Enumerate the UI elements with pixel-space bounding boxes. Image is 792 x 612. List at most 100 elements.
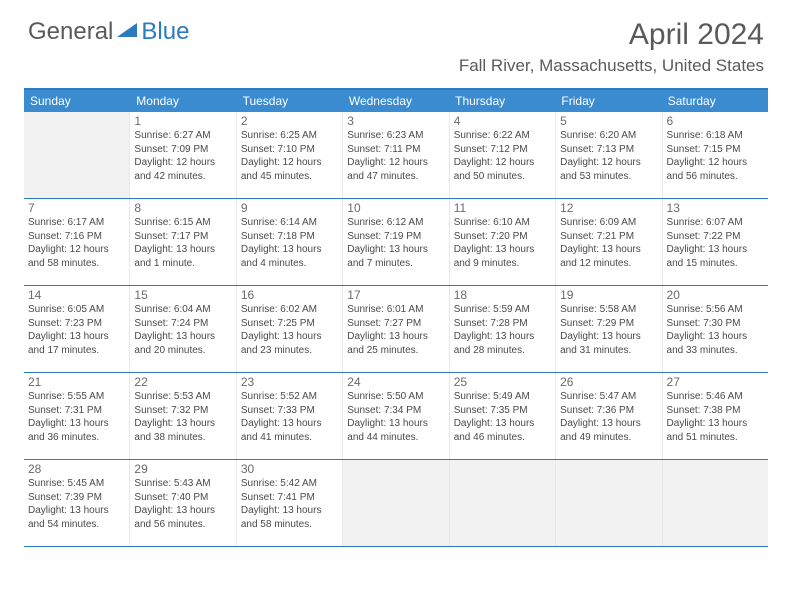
day-info: Sunrise: 5:53 AMSunset: 7:32 PMDaylight:… xyxy=(134,390,231,444)
day-info: Sunrise: 6:05 AMSunset: 7:23 PMDaylight:… xyxy=(28,303,125,357)
day-number: 13 xyxy=(667,201,764,215)
week-row: 21Sunrise: 5:55 AMSunset: 7:31 PMDayligh… xyxy=(24,373,768,460)
day-cell: 29Sunrise: 5:43 AMSunset: 7:40 PMDayligh… xyxy=(130,460,236,546)
day-info: Sunrise: 5:42 AMSunset: 7:41 PMDaylight:… xyxy=(241,477,338,531)
day-number: 5 xyxy=(560,114,657,128)
day-cell xyxy=(663,460,768,546)
day-info: Sunrise: 5:46 AMSunset: 7:38 PMDaylight:… xyxy=(667,390,764,444)
day-number: 11 xyxy=(454,201,551,215)
day-number: 19 xyxy=(560,288,657,302)
day-info: Sunrise: 5:49 AMSunset: 7:35 PMDaylight:… xyxy=(454,390,551,444)
day-number: 30 xyxy=(241,462,338,476)
day-info: Sunrise: 5:58 AMSunset: 7:29 PMDaylight:… xyxy=(560,303,657,357)
day-info: Sunrise: 6:10 AMSunset: 7:20 PMDaylight:… xyxy=(454,216,551,270)
day-number: 24 xyxy=(347,375,444,389)
day-number: 15 xyxy=(134,288,231,302)
day-info: Sunrise: 5:56 AMSunset: 7:30 PMDaylight:… xyxy=(667,303,764,357)
day-info: Sunrise: 5:47 AMSunset: 7:36 PMDaylight:… xyxy=(560,390,657,444)
day-cell: 5Sunrise: 6:20 AMSunset: 7:13 PMDaylight… xyxy=(556,112,662,198)
day-cell: 25Sunrise: 5:49 AMSunset: 7:35 PMDayligh… xyxy=(450,373,556,459)
day-number: 12 xyxy=(560,201,657,215)
day-cell: 19Sunrise: 5:58 AMSunset: 7:29 PMDayligh… xyxy=(556,286,662,372)
day-cell: 12Sunrise: 6:09 AMSunset: 7:21 PMDayligh… xyxy=(556,199,662,285)
day-cell: 24Sunrise: 5:50 AMSunset: 7:34 PMDayligh… xyxy=(343,373,449,459)
day-header-cell: Friday xyxy=(555,90,661,112)
day-number: 25 xyxy=(454,375,551,389)
day-info: Sunrise: 5:59 AMSunset: 7:28 PMDaylight:… xyxy=(454,303,551,357)
day-info: Sunrise: 5:50 AMSunset: 7:34 PMDaylight:… xyxy=(347,390,444,444)
day-number: 16 xyxy=(241,288,338,302)
day-cell: 7Sunrise: 6:17 AMSunset: 7:16 PMDaylight… xyxy=(24,199,130,285)
day-cell: 8Sunrise: 6:15 AMSunset: 7:17 PMDaylight… xyxy=(130,199,236,285)
day-header-row: SundayMondayTuesdayWednesdayThursdayFrid… xyxy=(24,90,768,112)
day-number: 7 xyxy=(28,201,125,215)
day-cell: 27Sunrise: 5:46 AMSunset: 7:38 PMDayligh… xyxy=(663,373,768,459)
day-cell: 18Sunrise: 5:59 AMSunset: 7:28 PMDayligh… xyxy=(450,286,556,372)
day-header-cell: Sunday xyxy=(24,90,130,112)
day-number: 4 xyxy=(454,114,551,128)
day-info: Sunrise: 5:43 AMSunset: 7:40 PMDaylight:… xyxy=(134,477,231,531)
day-cell: 16Sunrise: 6:02 AMSunset: 7:25 PMDayligh… xyxy=(237,286,343,372)
calendar: SundayMondayTuesdayWednesdayThursdayFrid… xyxy=(24,88,768,547)
day-number: 14 xyxy=(28,288,125,302)
location-text: Fall River, Massachusetts, United States xyxy=(459,56,764,76)
day-info: Sunrise: 6:12 AMSunset: 7:19 PMDaylight:… xyxy=(347,216,444,270)
day-cell: 20Sunrise: 5:56 AMSunset: 7:30 PMDayligh… xyxy=(663,286,768,372)
week-row: 1Sunrise: 6:27 AMSunset: 7:09 PMDaylight… xyxy=(24,112,768,199)
day-info: Sunrise: 5:55 AMSunset: 7:31 PMDaylight:… xyxy=(28,390,125,444)
day-cell: 6Sunrise: 6:18 AMSunset: 7:15 PMDaylight… xyxy=(663,112,768,198)
day-number: 26 xyxy=(560,375,657,389)
day-info: Sunrise: 6:15 AMSunset: 7:17 PMDaylight:… xyxy=(134,216,231,270)
day-cell: 9Sunrise: 6:14 AMSunset: 7:18 PMDaylight… xyxy=(237,199,343,285)
day-cell: 13Sunrise: 6:07 AMSunset: 7:22 PMDayligh… xyxy=(663,199,768,285)
day-info: Sunrise: 6:17 AMSunset: 7:16 PMDaylight:… xyxy=(28,216,125,270)
day-header-cell: Thursday xyxy=(449,90,555,112)
day-number: 1 xyxy=(134,114,231,128)
header: General Blue April 2024 Fall River, Mass… xyxy=(0,0,792,76)
day-header-cell: Saturday xyxy=(662,90,768,112)
logo-text-blue: Blue xyxy=(141,18,189,46)
title-block: April 2024 Fall River, Massachusetts, Un… xyxy=(459,18,764,76)
day-cell: 26Sunrise: 5:47 AMSunset: 7:36 PMDayligh… xyxy=(556,373,662,459)
day-info: Sunrise: 5:45 AMSunset: 7:39 PMDaylight:… xyxy=(28,477,125,531)
day-number: 20 xyxy=(667,288,764,302)
day-header-cell: Monday xyxy=(130,90,236,112)
week-row: 28Sunrise: 5:45 AMSunset: 7:39 PMDayligh… xyxy=(24,460,768,547)
week-row: 14Sunrise: 6:05 AMSunset: 7:23 PMDayligh… xyxy=(24,286,768,373)
day-info: Sunrise: 6:01 AMSunset: 7:27 PMDaylight:… xyxy=(347,303,444,357)
day-cell xyxy=(556,460,662,546)
day-number: 22 xyxy=(134,375,231,389)
day-number: 23 xyxy=(241,375,338,389)
day-header-cell: Wednesday xyxy=(343,90,449,112)
day-number: 10 xyxy=(347,201,444,215)
week-row: 7Sunrise: 6:17 AMSunset: 7:16 PMDaylight… xyxy=(24,199,768,286)
weeks-container: 1Sunrise: 6:27 AMSunset: 7:09 PMDaylight… xyxy=(24,112,768,547)
logo-text-general: General xyxy=(28,18,113,46)
day-cell: 2Sunrise: 6:25 AMSunset: 7:10 PMDaylight… xyxy=(237,112,343,198)
day-number: 9 xyxy=(241,201,338,215)
day-cell: 11Sunrise: 6:10 AMSunset: 7:20 PMDayligh… xyxy=(450,199,556,285)
day-number: 21 xyxy=(28,375,125,389)
day-cell: 1Sunrise: 6:27 AMSunset: 7:09 PMDaylight… xyxy=(130,112,236,198)
day-cell xyxy=(343,460,449,546)
day-number: 8 xyxy=(134,201,231,215)
day-info: Sunrise: 6:07 AMSunset: 7:22 PMDaylight:… xyxy=(667,216,764,270)
day-number: 29 xyxy=(134,462,231,476)
day-cell: 4Sunrise: 6:22 AMSunset: 7:12 PMDaylight… xyxy=(450,112,556,198)
day-number: 18 xyxy=(454,288,551,302)
day-number: 17 xyxy=(347,288,444,302)
day-number: 3 xyxy=(347,114,444,128)
day-info: Sunrise: 6:18 AMSunset: 7:15 PMDaylight:… xyxy=(667,129,764,183)
day-cell: 22Sunrise: 5:53 AMSunset: 7:32 PMDayligh… xyxy=(130,373,236,459)
logo-triangle-icon xyxy=(117,21,139,44)
day-cell: 14Sunrise: 6:05 AMSunset: 7:23 PMDayligh… xyxy=(24,286,130,372)
day-info: Sunrise: 6:09 AMSunset: 7:21 PMDaylight:… xyxy=(560,216,657,270)
month-title: April 2024 xyxy=(459,18,764,52)
day-cell: 30Sunrise: 5:42 AMSunset: 7:41 PMDayligh… xyxy=(237,460,343,546)
day-cell xyxy=(450,460,556,546)
day-info: Sunrise: 6:04 AMSunset: 7:24 PMDaylight:… xyxy=(134,303,231,357)
day-cell: 15Sunrise: 6:04 AMSunset: 7:24 PMDayligh… xyxy=(130,286,236,372)
day-info: Sunrise: 5:52 AMSunset: 7:33 PMDaylight:… xyxy=(241,390,338,444)
day-info: Sunrise: 6:02 AMSunset: 7:25 PMDaylight:… xyxy=(241,303,338,357)
logo: General Blue xyxy=(28,18,189,46)
